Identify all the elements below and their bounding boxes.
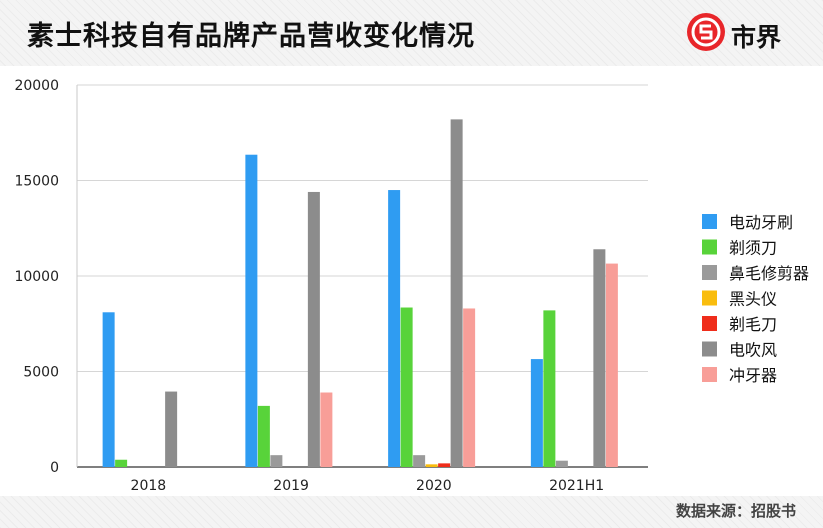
y-tick-label: 15000 bbox=[14, 174, 59, 190]
bar bbox=[605, 263, 618, 467]
bar bbox=[165, 391, 178, 467]
bar bbox=[270, 455, 283, 467]
bars bbox=[102, 119, 618, 468]
chart-title: 素士科技自有品牌产品营收变化情况 bbox=[27, 21, 475, 52]
legend-label: 电动牙刷 bbox=[729, 213, 793, 232]
logo-text: 市界 bbox=[731, 23, 782, 52]
legend-swatch bbox=[702, 265, 717, 280]
legend-swatch bbox=[702, 341, 717, 357]
legend-swatch bbox=[702, 214, 717, 229]
legend-label: 冲牙器 bbox=[729, 366, 777, 385]
bar bbox=[450, 119, 463, 467]
bar bbox=[400, 307, 413, 467]
legend-label: 黑头仪 bbox=[729, 290, 777, 309]
x-tick-label: 2021H1 bbox=[549, 478, 604, 494]
bar bbox=[593, 249, 606, 467]
logo-emblem-glyph bbox=[691, 17, 721, 47]
legend-swatch bbox=[702, 367, 717, 382]
x-tick-label: 2019 bbox=[273, 478, 309, 494]
y-tick-label: 5000 bbox=[23, 365, 59, 381]
bar bbox=[257, 405, 270, 467]
legend-label: 剃毛刀 bbox=[729, 315, 777, 334]
logo-emblem-icon bbox=[687, 13, 725, 51]
grid-lines bbox=[77, 84, 648, 468]
bar bbox=[463, 308, 476, 467]
bar bbox=[425, 464, 438, 467]
bar bbox=[413, 455, 426, 467]
bar bbox=[530, 359, 543, 467]
bar bbox=[245, 154, 258, 467]
legend-label: 鼻毛修剪器 bbox=[729, 264, 809, 283]
chart-area: 0 5000 10000 15000 20000 2018 2019 2020 2021H1 … bbox=[0, 66, 823, 496]
legend-swatch bbox=[702, 316, 717, 331]
header: 素士科技自有品牌产品营收变化情况 市界 bbox=[0, 0, 823, 66]
x-axis: 2018 2019 2020 2021H1 bbox=[131, 478, 605, 494]
bar bbox=[307, 191, 320, 467]
y-tick-label: 0 bbox=[50, 460, 59, 476]
bar bbox=[555, 460, 568, 467]
bar bbox=[115, 459, 128, 467]
bar bbox=[388, 190, 401, 468]
bar bbox=[438, 463, 451, 467]
bar bbox=[320, 392, 333, 467]
y-axis: 0 5000 10000 15000 20000 bbox=[14, 78, 78, 476]
bar bbox=[543, 310, 556, 467]
data-source: 数据来源：招股书 bbox=[675, 502, 796, 520]
x-tick-label: 2018 bbox=[131, 478, 167, 494]
y-tick-label: 20000 bbox=[14, 78, 59, 94]
x-tick-label: 2020 bbox=[416, 478, 452, 494]
legend-label: 电吹风 bbox=[729, 341, 777, 360]
legend-swatch bbox=[702, 290, 717, 306]
y-tick-label: 10000 bbox=[14, 269, 59, 285]
legend-label: 剃须刀 bbox=[729, 239, 777, 258]
brand-logo: 市界 bbox=[687, 13, 807, 53]
bar bbox=[102, 312, 115, 467]
legend-swatch bbox=[702, 239, 717, 255]
